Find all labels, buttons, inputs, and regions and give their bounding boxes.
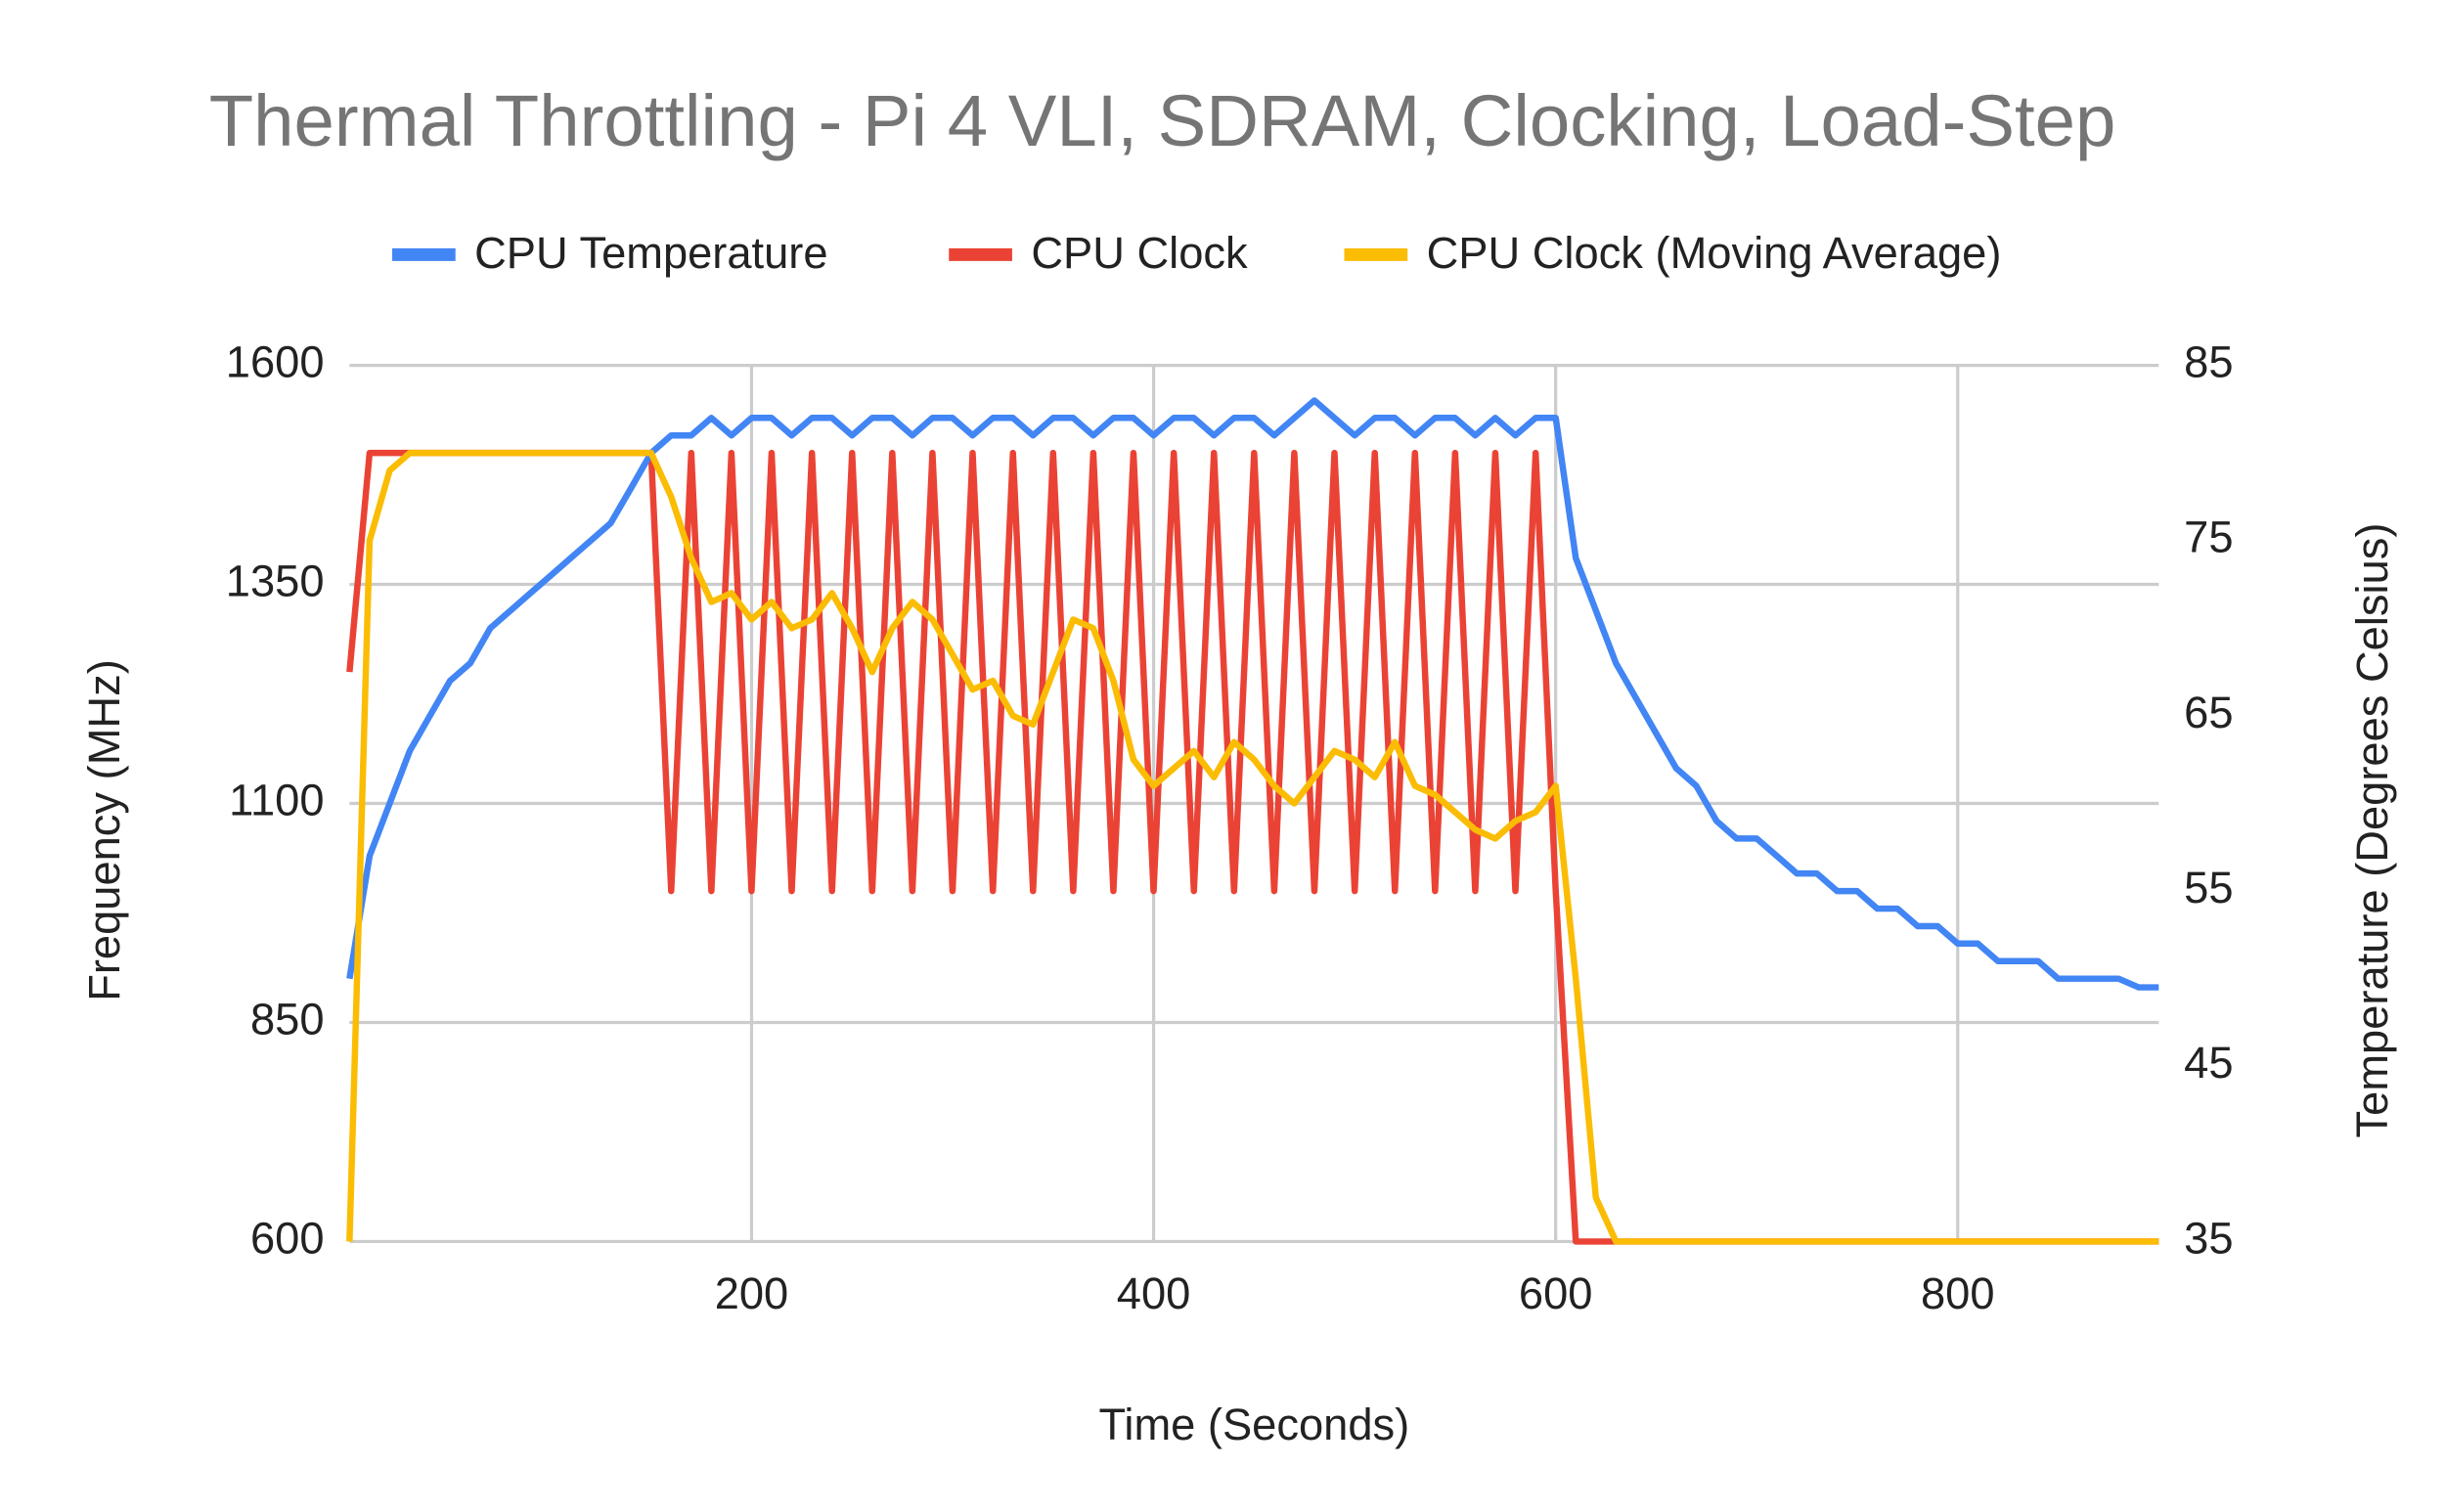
y-tick-label: 600: [250, 1213, 325, 1263]
chart-title: Thermal Throttling - Pi 4 VLI, SDRAM, Cl…: [209, 80, 2116, 161]
y-axis-title: Frequency (MHz): [79, 659, 129, 1001]
y2-tick-label: 35: [2184, 1213, 2233, 1263]
y2-tick-label: 75: [2184, 512, 2233, 562]
y-tick-label: 1100: [229, 775, 324, 824]
x-tick-label: 200: [715, 1268, 789, 1318]
y2-tick-label: 65: [2184, 688, 2233, 737]
legend-label: CPU Clock: [1031, 228, 1248, 278]
y-tick-label: 1600: [226, 337, 325, 387]
x-axis-title: Time (Seconds): [1098, 1400, 1409, 1449]
series-line: [346, 449, 2159, 1245]
legend-label: CPU Clock (Moving Average): [1427, 228, 2002, 278]
y-tick-label: 1350: [226, 556, 325, 606]
y2-tick-label: 55: [2184, 863, 2233, 912]
x-tick-label: 800: [1921, 1268, 1995, 1318]
y2-tick-label: 85: [2184, 337, 2233, 387]
x-tick-label: 400: [1117, 1268, 1191, 1318]
x-tick-label: 600: [1519, 1268, 1593, 1318]
y2-axis-title: Temperature (Degrees Celsius): [2347, 523, 2397, 1138]
legend-label: CPU Temperature: [474, 228, 827, 278]
y-tick-label: 850: [250, 994, 325, 1044]
y2-tick-label: 45: [2184, 1038, 2233, 1088]
